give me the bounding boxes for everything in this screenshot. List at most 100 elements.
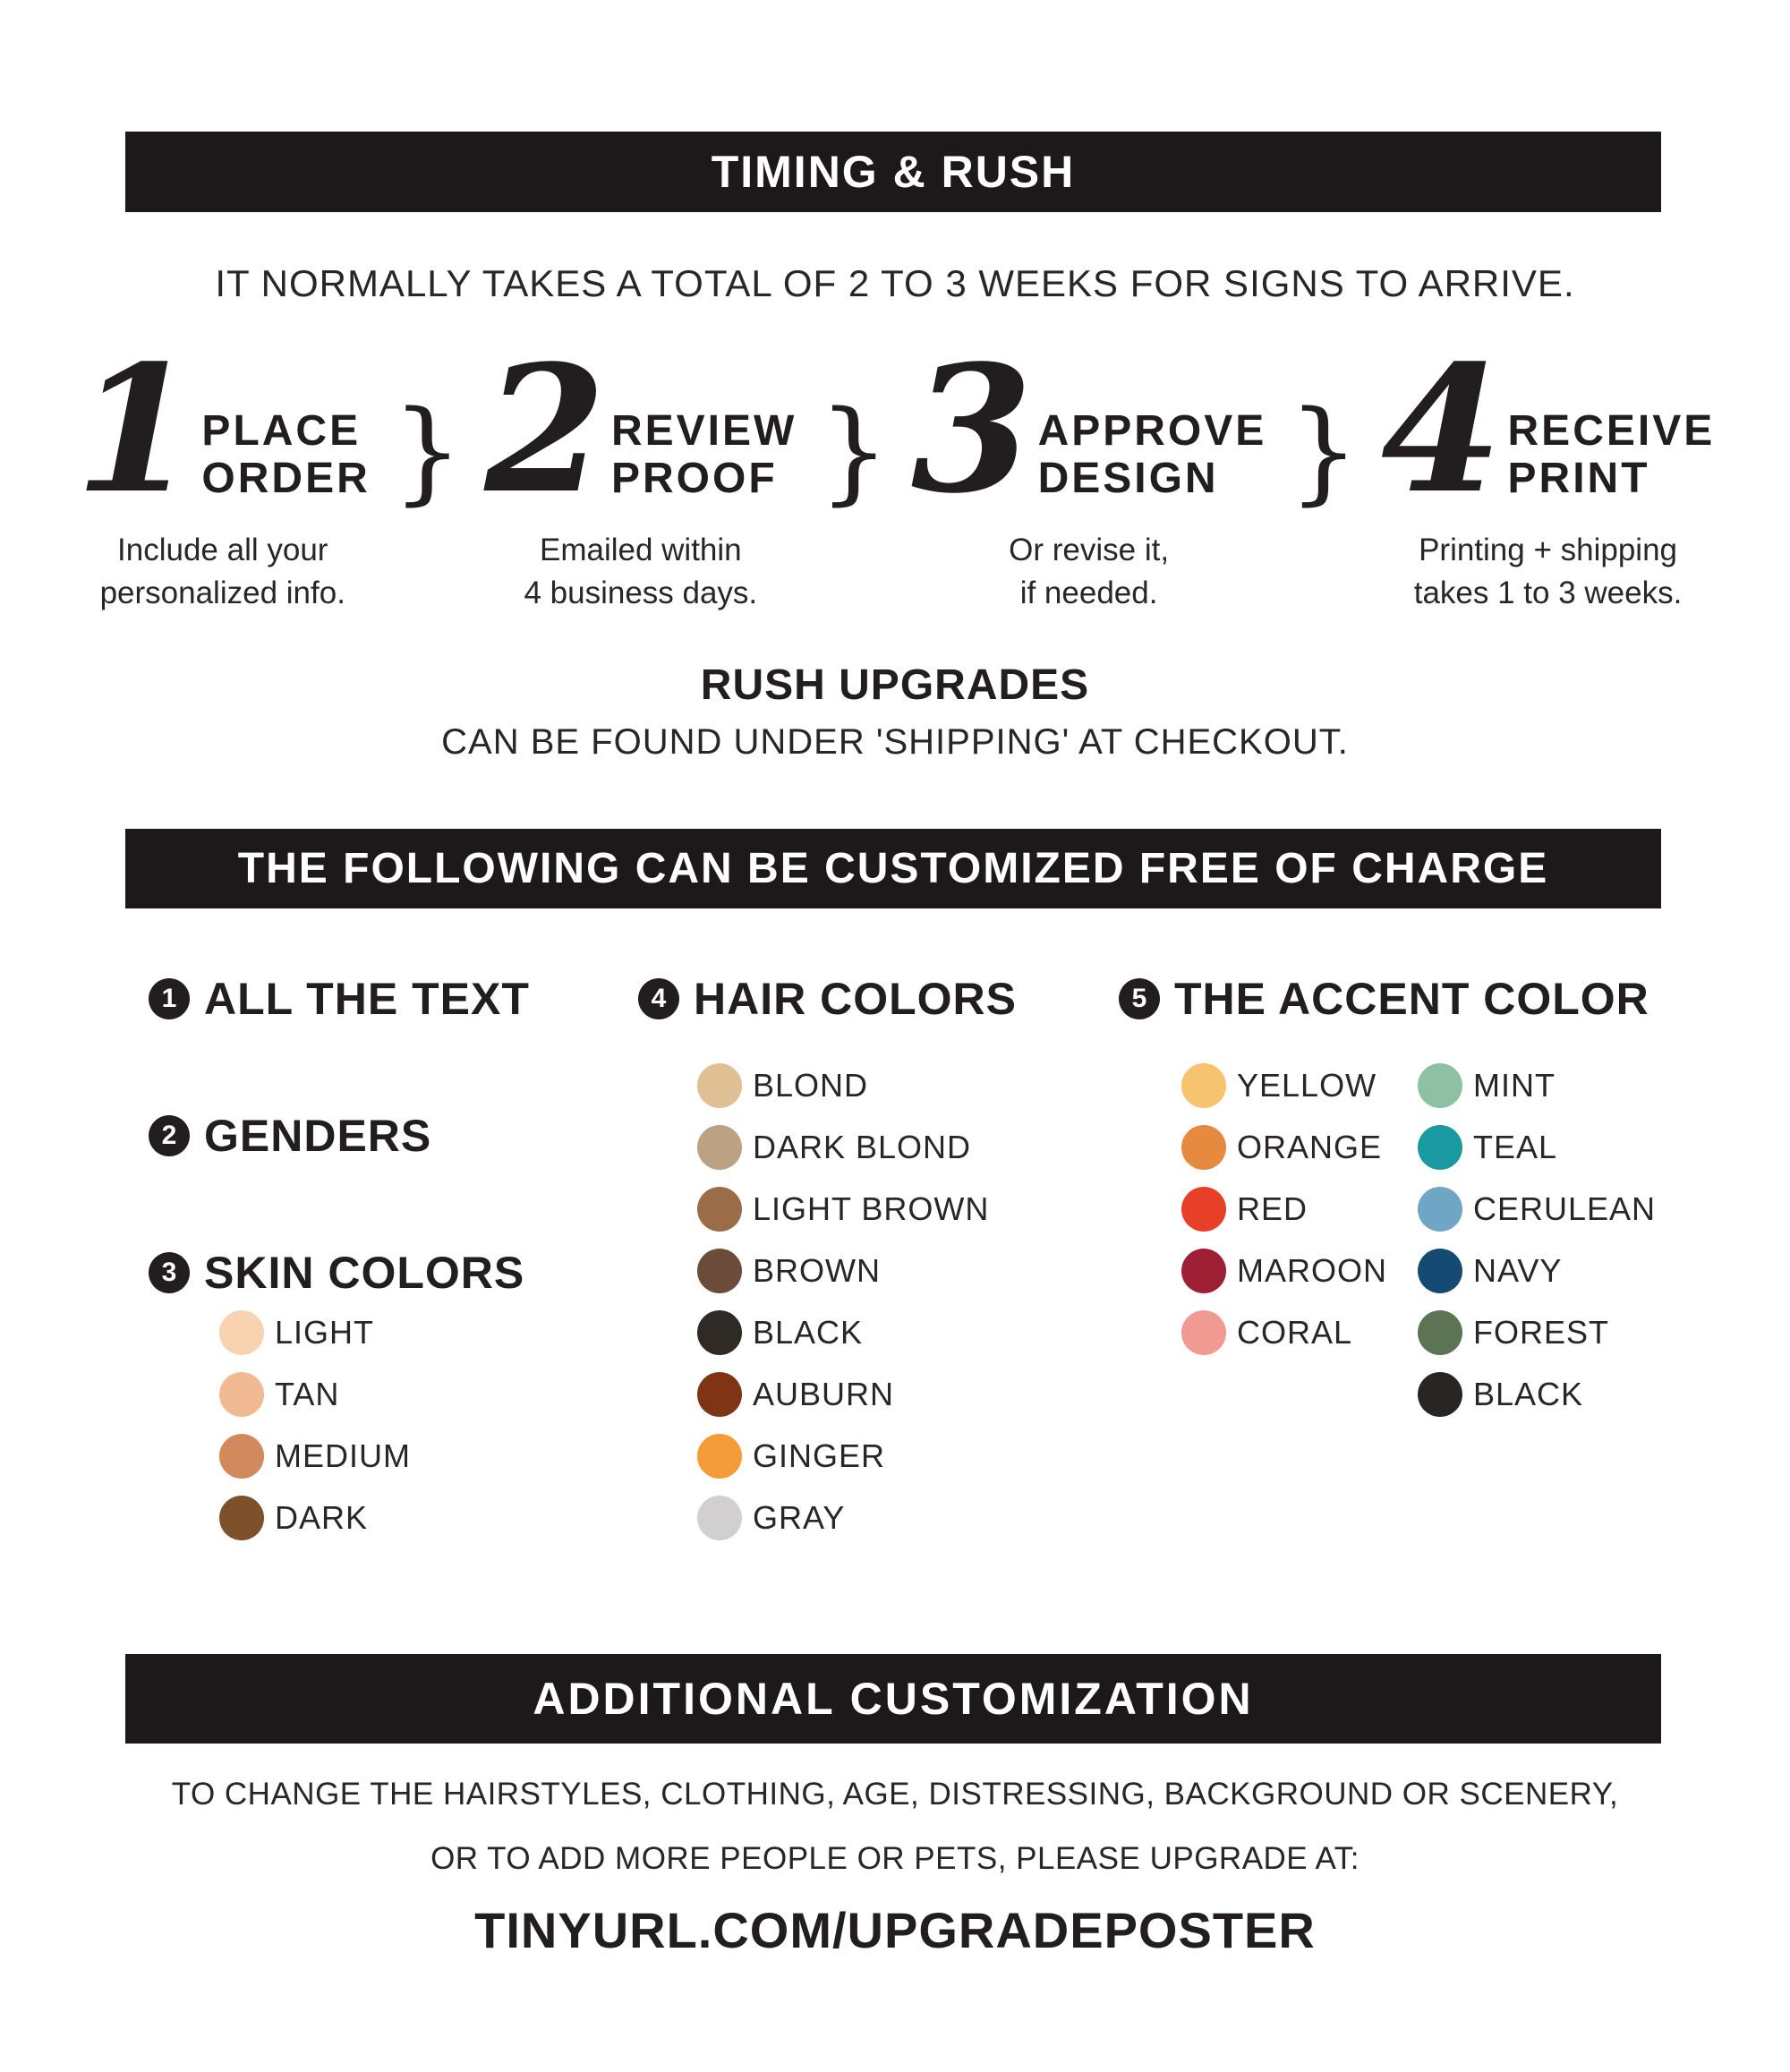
step-description: Printing + shipping takes 1 to 3 weeks. [1414, 529, 1683, 615]
color-label: FOREST [1473, 1314, 1610, 1351]
accent-color-item: MINT [1418, 1063, 1656, 1108]
color-swatch [1418, 1372, 1462, 1417]
steps-row: 1 PLACE ORDER Include all your personali… [0, 327, 1790, 615]
step-label-line1: PLACE [201, 407, 362, 455]
step-description: Emailed within 4 business days. [524, 529, 757, 615]
color-label: ORANGE [1237, 1129, 1383, 1165]
color-label: AUBURN [753, 1376, 895, 1412]
color-swatch [697, 1372, 742, 1417]
skin-color-item: DARK [219, 1496, 411, 1540]
color-label: LIGHT [275, 1314, 375, 1351]
hair-color-item: BROWN [697, 1249, 989, 1293]
step: 2 REVIEW PROOF Emailed within 4 business… [484, 327, 797, 615]
step-label-line2: ORDER [201, 455, 371, 502]
step-description-line2: takes 1 to 3 weeks. [1413, 576, 1683, 610]
rush-title: RUSH UPGRADES [700, 661, 1090, 709]
skin-color-item: MEDIUM [219, 1434, 411, 1479]
color-label: TEAL [1473, 1129, 1558, 1165]
skin-color-item: LIGHT [219, 1310, 411, 1355]
hair-colors-list: BLOND DARK BLOND LIGHT BROWN BROWN BLACK… [697, 1063, 989, 1540]
accent-color-item: NAVY [1418, 1249, 1656, 1293]
hair-color-item: DARK BLOND [697, 1125, 989, 1170]
color-swatch [1418, 1187, 1462, 1232]
color-swatch [1181, 1310, 1226, 1355]
color-swatch [1181, 1063, 1226, 1108]
color-label: GINGER [753, 1437, 886, 1474]
color-label: MEDIUM [275, 1437, 411, 1474]
step-label: PLACE ORDER [201, 407, 370, 502]
step-label-line2: PRINT [1507, 455, 1650, 502]
step-description-line1: Or revise it, [1009, 533, 1170, 567]
free-item-number-badge: 1 [149, 978, 190, 1019]
color-label: BLACK [753, 1314, 864, 1351]
hair-color-item: GINGER [697, 1434, 989, 1479]
step-label: APPROVE DESIGN [1038, 407, 1267, 502]
color-label: BROWN [753, 1252, 881, 1289]
hair-colors-label: HAIR COLORS [694, 974, 1017, 1024]
step-label: REVIEW PROOF [611, 407, 797, 502]
step-description-line2: if needed. [1019, 576, 1158, 610]
free-items-column: 1 ALL THE TEXT 2 GENDERS 3 SKIN COLORS [149, 973, 530, 1299]
step-description-line1: Emailed within [539, 533, 742, 567]
accent-color-number-badge: 5 [1119, 978, 1160, 1019]
timing-rush-banner: TIMING & RUSH [125, 132, 1661, 212]
free-item: 2 GENDERS [149, 1110, 530, 1162]
color-label: DARK [275, 1499, 369, 1536]
brace-separator: } [1288, 387, 1360, 516]
step-label-line1: APPROVE [1037, 407, 1267, 455]
color-swatch [1418, 1125, 1462, 1170]
color-label: NAVY [1473, 1252, 1563, 1289]
accent-colors-list-left: YELLOW ORANGE RED MAROON CORAL [1181, 1063, 1387, 1355]
color-swatch [1418, 1063, 1462, 1108]
free-item-label: ALL THE TEXT [204, 974, 530, 1024]
accent-colors-list-right: MINT TEAL CERULEAN NAVY FOREST BLACK [1418, 1063, 1656, 1417]
step-description-line1: Include all your [117, 533, 328, 567]
brace-separator: } [391, 387, 464, 516]
color-swatch [697, 1496, 742, 1540]
color-label: GRAY [753, 1499, 846, 1536]
footer-line2: OR TO ADD MORE PEOPLE OR PETS, PLEASE UP… [430, 1841, 1360, 1876]
accent-color-item: ORANGE [1181, 1125, 1387, 1170]
accent-color-item: CERULEAN [1418, 1187, 1656, 1232]
step-number: 2 [484, 327, 606, 532]
brace-separator: } [818, 387, 890, 516]
step-header: 3 APPROVE DESIGN [910, 327, 1267, 532]
hair-color-item: GRAY [697, 1496, 989, 1540]
additional-customization-banner: ADDITIONAL CUSTOMIZATION [125, 1654, 1661, 1744]
color-swatch [697, 1434, 742, 1479]
color-label: DARK BLOND [753, 1129, 972, 1165]
upgrade-url: TINYURL.COM/UPGRADEPOSTER [474, 1902, 1316, 1958]
step-header: 4 RECEIVE PRINT [1380, 327, 1716, 532]
step: 3 APPROVE DESIGN Or revise it, if needed… [910, 327, 1267, 615]
free-item-label: SKIN COLORS [204, 1248, 525, 1298]
color-swatch [1418, 1310, 1462, 1355]
free-item-number-badge: 2 [149, 1115, 190, 1156]
color-label: LIGHT BROWN [753, 1190, 990, 1227]
step-number: 4 [1380, 327, 1503, 532]
step: 1 PLACE ORDER Include all your personali… [75, 342, 371, 615]
color-swatch [697, 1310, 742, 1355]
step-number: 3 [910, 327, 1033, 532]
color-swatch [1181, 1187, 1226, 1232]
step-description-line1: Printing + shipping [1419, 533, 1678, 567]
step-header: 2 REVIEW PROOF [484, 327, 797, 532]
additional-customization-banner-title: ADDITIONAL CUSTOMIZATION [533, 1674, 1254, 1724]
accent-color-item: CORAL [1181, 1310, 1387, 1355]
hair-color-item: BLACK [697, 1310, 989, 1355]
color-label: CORAL [1237, 1314, 1353, 1351]
step-description-line2: personalized info. [99, 576, 345, 610]
step-label-line2: DESIGN [1037, 455, 1219, 502]
hair-color-item: LIGHT BROWN [697, 1187, 989, 1232]
free-customization-banner: THE FOLLOWING CAN BE CUSTOMIZED FREE OF … [125, 829, 1661, 908]
free-item-label: GENDERS [204, 1111, 432, 1161]
footer-line1: TO CHANGE THE HAIRSTYLES, CLOTHING, AGE,… [171, 1777, 1619, 1812]
color-label: YELLOW [1237, 1067, 1377, 1104]
color-swatch [1418, 1249, 1462, 1293]
step-label: RECEIVE PRINT [1508, 407, 1716, 502]
color-label: MAROON [1237, 1252, 1387, 1289]
step-label-line2: PROOF [610, 455, 778, 502]
accent-color-item: TEAL [1418, 1125, 1656, 1170]
color-label: CERULEAN [1473, 1190, 1657, 1227]
accent-color-item: FOREST [1418, 1310, 1656, 1355]
